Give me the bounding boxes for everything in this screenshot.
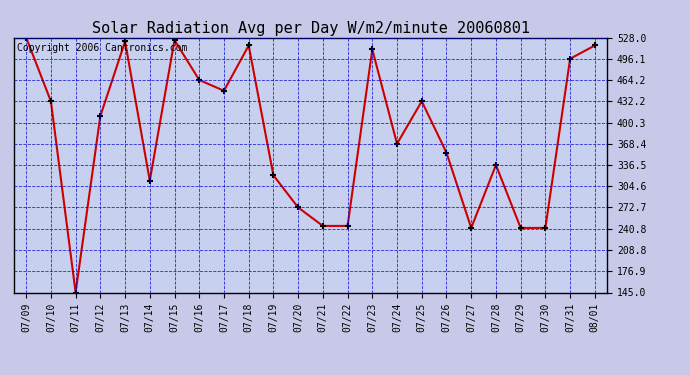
- Text: Copyright 2006 Cantronics.com: Copyright 2006 Cantronics.com: [17, 43, 187, 52]
- Title: Solar Radiation Avg per Day W/m2/minute 20060801: Solar Radiation Avg per Day W/m2/minute …: [92, 21, 529, 36]
